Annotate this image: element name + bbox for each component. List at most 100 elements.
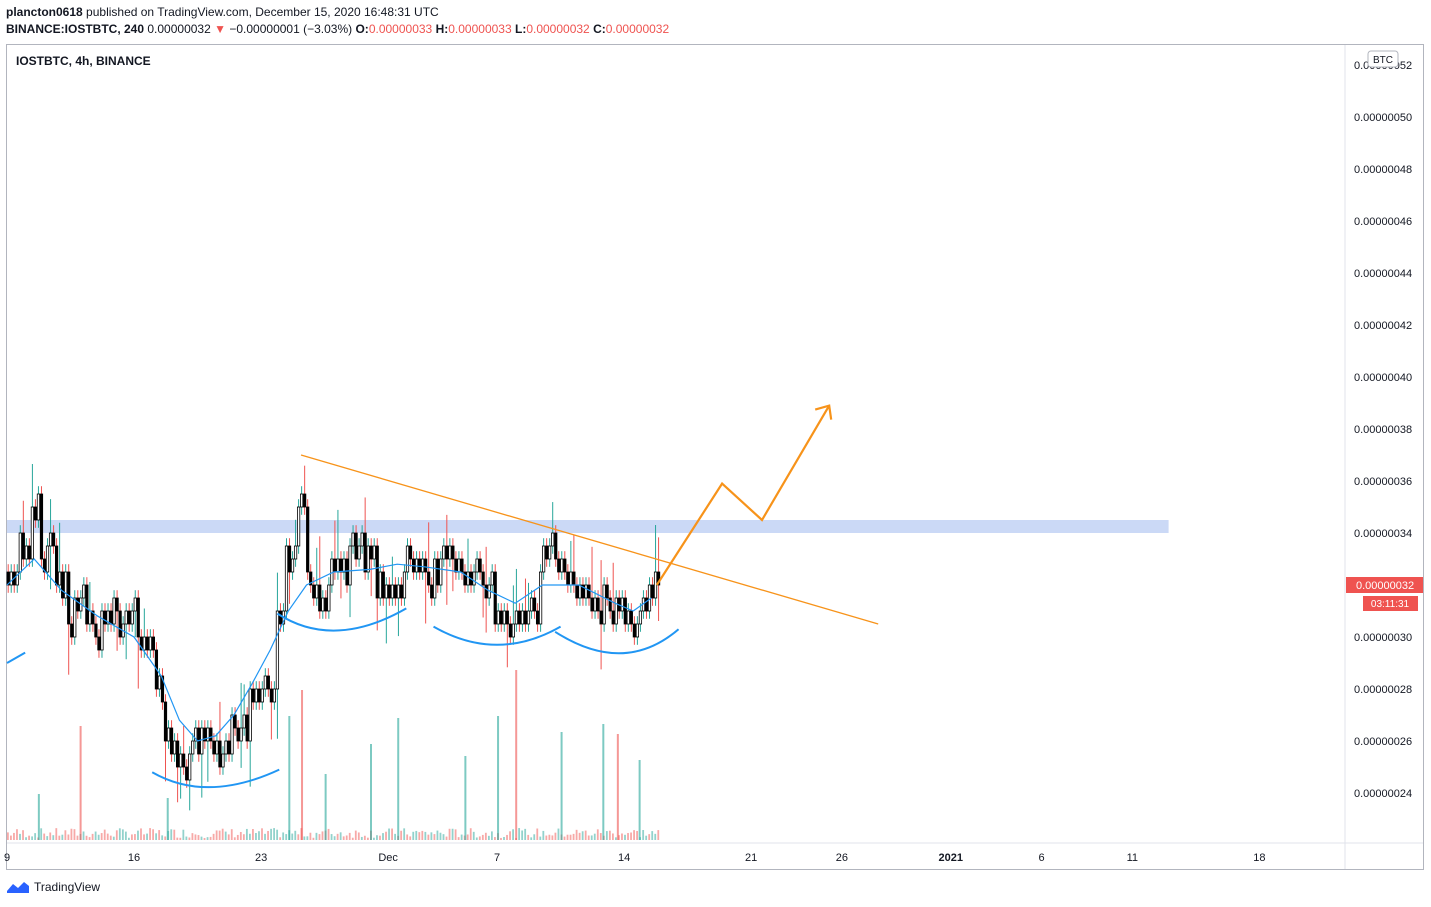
volume-bar [533, 834, 536, 840]
volume-bar [239, 831, 242, 840]
volume-bar [487, 835, 490, 840]
volume-bar [309, 832, 312, 840]
candle-body [67, 571, 71, 625]
volume-bar [100, 833, 103, 840]
candle-body [324, 597, 328, 612]
volume-bar [460, 834, 463, 840]
y-tick-label: 0.00000036 [1354, 476, 1412, 488]
candle-body [27, 545, 31, 560]
currency-badge-label: BTC [1373, 55, 1393, 66]
volume-bar [206, 837, 209, 840]
volume-bar [366, 837, 369, 840]
candle-body [499, 610, 503, 625]
candle-body [303, 493, 307, 508]
candle-body [315, 584, 319, 599]
candle-body [587, 584, 591, 599]
volume-bar [297, 834, 300, 840]
candle-body [457, 558, 461, 573]
volume-bar [627, 833, 629, 840]
candle-body [212, 740, 216, 755]
volume-bar [608, 830, 611, 840]
volume-bar [13, 832, 15, 840]
candle-body [36, 493, 41, 521]
volume-bar [152, 829, 154, 840]
volume-bar [593, 833, 596, 840]
volume-bar [509, 831, 511, 840]
candle-body [424, 558, 428, 573]
down-arrow-icon: ▼ [214, 22, 227, 36]
volume-bar [581, 831, 584, 840]
candle-body [245, 714, 249, 742]
volume-bar [379, 835, 381, 840]
candle-body [278, 610, 283, 625]
volume-bar [22, 830, 24, 840]
candle-body [517, 610, 522, 625]
volume-bar [7, 832, 9, 840]
low-label: L: [514, 22, 527, 36]
y-tick-label: 0.00000038 [1354, 424, 1412, 436]
volume-bar [61, 834, 64, 840]
candle-body [602, 584, 606, 625]
volume-bar [85, 835, 88, 840]
candle-body [133, 597, 137, 612]
volume-bar [200, 836, 203, 840]
symbol-label: BINANCE:IOSTBTC, 240 [6, 22, 145, 36]
volume-bar [394, 833, 396, 840]
volume-bar [454, 829, 457, 840]
volume-bar [137, 830, 139, 840]
volume-bar [58, 835, 61, 840]
volume-bar [406, 834, 409, 840]
projection-arrow-icon [814, 404, 833, 420]
descending-trendline[interactable] [300, 454, 879, 625]
x-tick-label: 7 [494, 852, 500, 864]
candle-body [42, 558, 47, 573]
candle-body [390, 584, 394, 599]
candle-body [557, 558, 561, 573]
candle-body [345, 558, 349, 586]
volume-bar [427, 834, 430, 840]
projection-path[interactable] [655, 405, 831, 586]
currency-badge[interactable]: BTC [1367, 50, 1399, 68]
candle-body [70, 623, 74, 638]
volume-bar [424, 831, 427, 840]
volume-bar [19, 833, 21, 840]
candle-body [272, 688, 277, 703]
volume-bar [584, 830, 587, 840]
high-value: 0.00000033 [448, 22, 512, 36]
candle-body [218, 740, 222, 768]
footer-brand[interactable]: TradingView [6, 880, 100, 894]
candle-body [239, 727, 243, 742]
chart-frame[interactable] [6, 44, 1424, 870]
volume-bar [457, 837, 460, 840]
candle-body [421, 558, 425, 573]
volume-bar [654, 833, 657, 840]
candle-body [100, 610, 104, 651]
pattern-arc [554, 628, 680, 655]
candle-body [608, 597, 612, 612]
volume-bar [491, 831, 493, 840]
volume-bar [179, 837, 182, 840]
volume-bar [252, 829, 254, 840]
volume-bar [339, 832, 342, 840]
x-tick-label: 2021 [939, 852, 963, 864]
candle-body [306, 506, 310, 573]
x-tick-label: 11 [1127, 852, 1138, 864]
author-name[interactable]: plancton0618 [6, 5, 83, 19]
volume-bar [128, 837, 130, 840]
volume-bar [548, 834, 551, 840]
x-tick-label: 14 [618, 852, 630, 864]
candle-body [396, 584, 401, 599]
candle-body [257, 688, 261, 703]
candle-body [599, 610, 603, 625]
candle-body [115, 597, 119, 612]
volume-bar [569, 834, 572, 840]
volume-bar [439, 832, 442, 840]
y-tick-label: 0.00000046 [1354, 216, 1412, 228]
volume-bar [303, 836, 306, 840]
volume-bar [188, 837, 191, 840]
volume-bar [312, 837, 315, 840]
candle-body [378, 571, 382, 599]
volume-bar [276, 829, 279, 840]
volume-bar [279, 837, 282, 840]
